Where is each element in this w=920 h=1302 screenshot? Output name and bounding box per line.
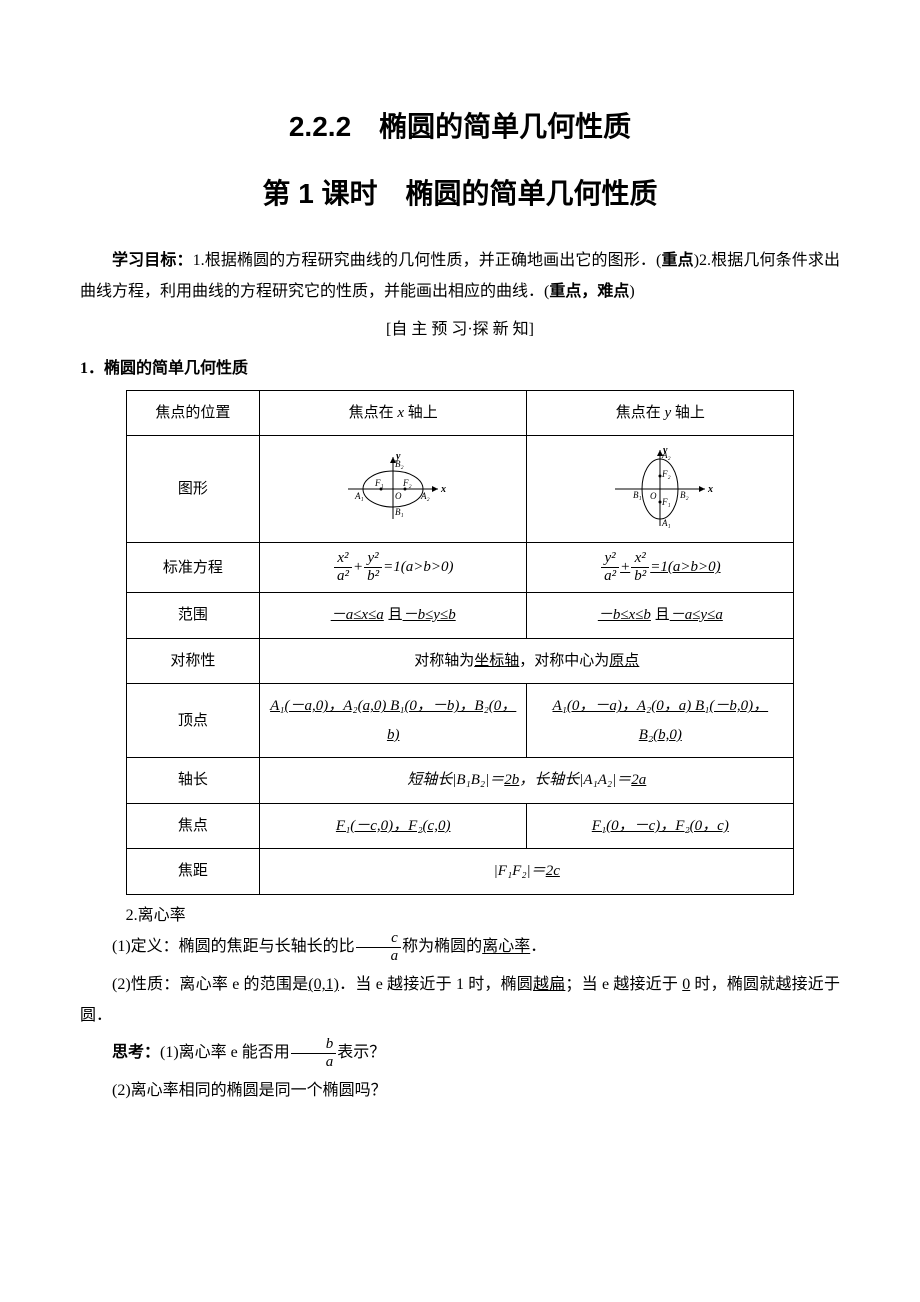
- cell-figure-label: 图形: [126, 436, 260, 543]
- cell-fd-value: |F₁F₂|＝2c: [260, 849, 794, 895]
- cell-focus-x: 焦点在 x 轴上: [260, 390, 527, 436]
- cell-focus-yv: F₁(0，－c)，F₂(0，c): [527, 803, 794, 849]
- cell-axis-value: 短轴长|B₁B₂|＝2b，长轴长|A₁A₂|＝2a: [260, 758, 794, 804]
- table-row-focus: 焦点 F₁(－c,0)，F₂(c,0) F₁(0，－c)，F₂(0，c): [126, 803, 794, 849]
- cell-sym-value: 对称轴为坐标轴，对称中心为原点: [260, 638, 794, 684]
- section-heading: [自 主 预 习·探 新 知]: [80, 315, 840, 345]
- table-row-axis-length: 轴长 短轴长|B₁B₂|＝2b，长轴长|A₁A₂|＝2a: [126, 758, 794, 804]
- cell-sym-label: 对称性: [126, 638, 260, 684]
- svg-text:B₁: B₁: [395, 507, 404, 517]
- svg-text:y: y: [395, 451, 401, 462]
- eccentricity-prop: (2)性质：离心率 e 的范围是(0,1)．当 e 越接近于 1 时，椭圆越扁；…: [80, 970, 840, 1031]
- think-q1: 思考：(1)离心率 e 能否用ba表示？: [80, 1037, 840, 1070]
- svg-text:A₁: A₁: [661, 518, 671, 528]
- svg-text:F₁: F₁: [661, 497, 671, 507]
- table-row-vertex: 顶点 A₁(－a,0)，A₂(a,0) B₁(0，－b)，B₂(0，b) A₁(…: [126, 684, 794, 758]
- eccentricity-def: (1)定义：椭圆的焦距与长轴长的比ca称为椭圆的离心率．: [80, 931, 840, 964]
- think-q2: (2)离心率相同的椭圆是同一个椭圆吗？: [80, 1076, 840, 1106]
- cell-axis-label: 轴长: [126, 758, 260, 804]
- svg-text:F₁: F₁: [374, 478, 384, 488]
- table-row-figure: 图形 A₁ A₂ B₁ B₂ F₁ F₂ O x y: [126, 436, 794, 543]
- cell-fd-label: 焦距: [126, 849, 260, 895]
- heading-1: 1．椭圆的简单几何性质: [80, 354, 840, 384]
- objective-label: 学习目标：: [112, 252, 193, 269]
- svg-text:F₂: F₂: [661, 469, 671, 479]
- cell-focus-xv: F₁(－c,0)，F₂(c,0): [260, 803, 527, 849]
- svg-text:y: y: [662, 445, 668, 456]
- table-row-symmetry: 对称性 对称轴为坐标轴，对称中心为原点: [126, 638, 794, 684]
- cell-eq-x: x²a²+y²b²=1(a>b>0): [260, 543, 527, 593]
- ellipse-x-svg: A₁ A₂ B₁ B₂ F₁ F₂ O x y: [333, 449, 453, 529]
- think-label: 思考：: [112, 1044, 160, 1061]
- svg-text:O: O: [395, 491, 402, 501]
- cell-vertex-x: A₁(－a,0)，A₂(a,0) B₁(0，－b)，B₂(0，b): [260, 684, 527, 758]
- svg-text:O: O: [650, 491, 657, 501]
- svg-text:B₂: B₂: [680, 490, 689, 500]
- cell-eq-y: y²a²+x²b²=1(a>b>0): [527, 543, 794, 593]
- objective-text-3: ): [629, 283, 634, 300]
- learning-objective: 学习目标：1.根据椭圆的方程研究曲线的几何性质，并正确地画出它的图形．(重点)2…: [80, 246, 840, 307]
- cell-eq-label: 标准方程: [126, 543, 260, 593]
- cell-focus-y: 焦点在 y 轴上: [527, 390, 794, 436]
- objective-emph-1: 重点: [661, 252, 693, 269]
- svg-text:x: x: [707, 484, 713, 495]
- cell-focus-position: 焦点的位置: [126, 390, 260, 436]
- svg-text:A₂: A₂: [420, 491, 430, 501]
- table-row-focal-distance: 焦距 |F₁F₂|＝2c: [126, 849, 794, 895]
- properties-table: 焦点的位置 焦点在 x 轴上 焦点在 y 轴上 图形 A₁ A₂ B₁ B₂ F…: [126, 390, 795, 895]
- ellipse-y-svg: A₁ A₂ B₁ B₂ F₁ F₂ O x y: [600, 444, 720, 534]
- title-main: 2.2.2 椭圆的简单几何性质: [80, 100, 840, 153]
- objective-text-1: 1.根据椭圆的方程研究曲线的几何性质，并正确地画出它的图形．(: [193, 252, 662, 269]
- cell-range-y: －b≤x≤b 且－a≤y≤a: [527, 593, 794, 639]
- svg-text:A₁: A₁: [354, 491, 364, 501]
- cell-vertex-label: 顶点: [126, 684, 260, 758]
- svg-text:x: x: [440, 484, 446, 495]
- title-sub: 第 1 课时 椭圆的简单几何性质: [80, 167, 840, 220]
- objective-emph-2: 重点，难点: [549, 283, 629, 300]
- cell-range-x: －a≤x≤a 且－b≤y≤b: [260, 593, 527, 639]
- table-row-equation: 标准方程 x²a²+y²b²=1(a>b>0) y²a²+x²b²=1(a>b>…: [126, 543, 794, 593]
- table-row-header: 焦点的位置 焦点在 x 轴上 焦点在 y 轴上: [126, 390, 794, 436]
- table-row-range: 范围 －a≤x≤a 且－b≤y≤b －b≤x≤b 且－a≤y≤a: [126, 593, 794, 639]
- svg-text:F₂: F₂: [402, 478, 412, 488]
- heading-2: 2.离心率: [126, 901, 840, 931]
- cell-figure-y: A₁ A₂ B₁ B₂ F₁ F₂ O x y: [527, 436, 794, 543]
- cell-focus-label: 焦点: [126, 803, 260, 849]
- cell-vertex-y: A₁(0，－a)，A₂(0，a) B₁(－b,0)，B₂(b,0): [527, 684, 794, 758]
- cell-figure-x: A₁ A₂ B₁ B₂ F₁ F₂ O x y: [260, 436, 527, 543]
- cell-range-label: 范围: [126, 593, 260, 639]
- svg-text:B₁: B₁: [633, 490, 642, 500]
